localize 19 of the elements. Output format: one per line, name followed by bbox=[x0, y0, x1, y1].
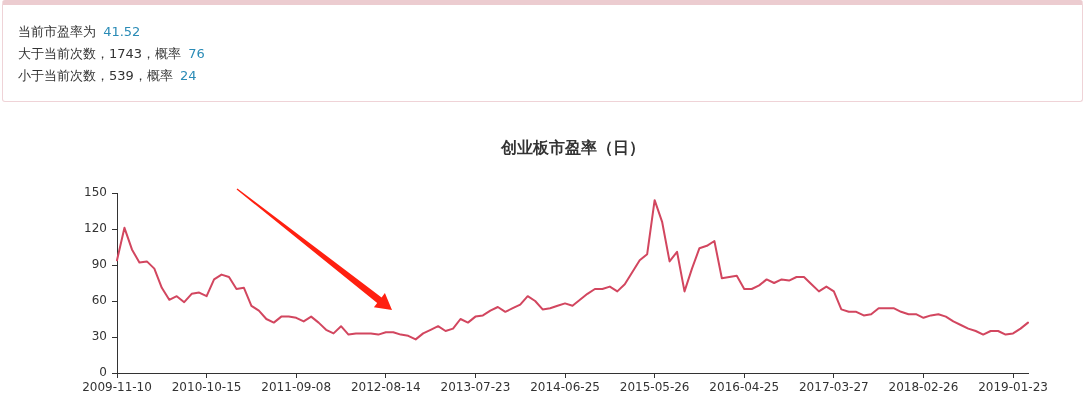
chart-title: 创业板市盈率（日） bbox=[499, 137, 646, 159]
x-tick-label: 2017-03-27 bbox=[798, 380, 869, 395]
y-tick-label: 90 bbox=[91, 257, 107, 272]
x-tick-label: 2012-08-14 bbox=[350, 380, 421, 395]
x-tick-label: 2013-07-23 bbox=[440, 380, 511, 395]
x-tick-label: 2019-01-23 bbox=[978, 380, 1048, 395]
x-tick-label: 2015-05-26 bbox=[619, 380, 690, 395]
y-tick-label: 120 bbox=[84, 221, 107, 236]
y-tick-label: 30 bbox=[91, 329, 107, 344]
y-tick-label: 0 bbox=[99, 365, 107, 380]
y-tick-label: 60 bbox=[91, 293, 107, 308]
x-tick-label: 2016-04-25 bbox=[709, 380, 780, 395]
x-tick-label: 2018-02-26 bbox=[888, 380, 959, 395]
x-tick-label: 2009-11-10 bbox=[82, 380, 152, 395]
info-box: 当前市盈率为 41.52 大于当前次数，1743，概率 76 小于当前次数，539，概率 24 bbox=[2, 0, 1083, 102]
x-tick-label: 2014-06-25 bbox=[530, 380, 600, 395]
x-tick-label: 2010-10-15 bbox=[171, 380, 242, 395]
x-tick-label: 2011-09-08 bbox=[261, 380, 332, 395]
y-tick-label: 150 bbox=[84, 185, 107, 200]
